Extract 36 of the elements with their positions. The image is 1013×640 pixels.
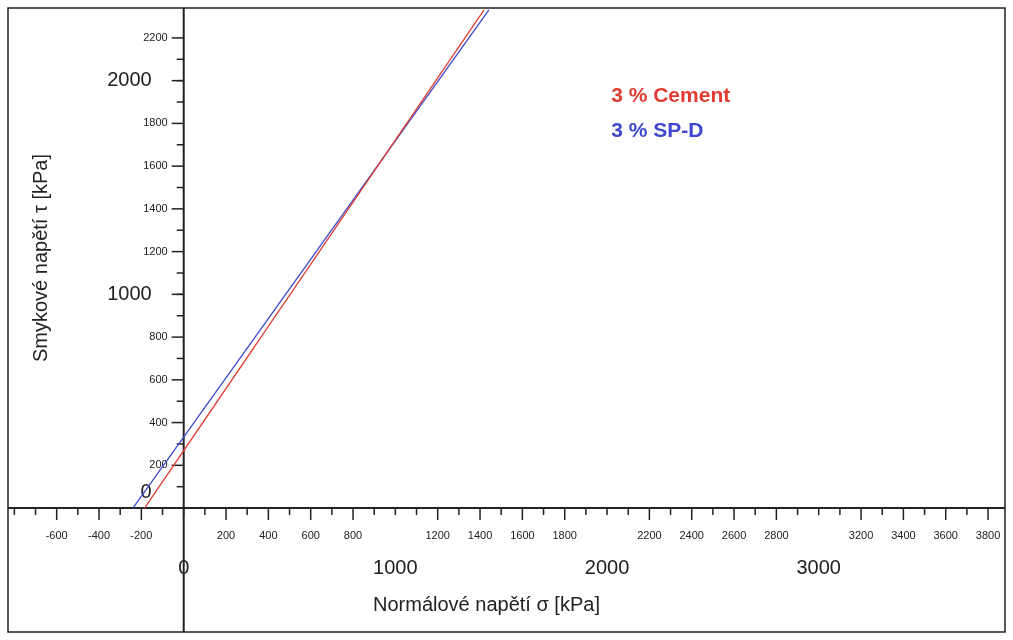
x-tick-label: -600 xyxy=(45,529,68,542)
y2-tick-label: 800 xyxy=(149,330,168,343)
x-tick-label: 800 xyxy=(343,529,363,542)
x-tick-label: -400 xyxy=(88,529,111,542)
x-tick-label: 3200 xyxy=(848,529,874,542)
x-tick-label: 1400 xyxy=(467,529,493,542)
y-tick-label: 1000 xyxy=(107,281,152,304)
x-tick-label: 2800 xyxy=(764,529,789,542)
text: 3 % Cement xyxy=(611,82,731,106)
y2-tick-label: 2200 xyxy=(143,30,168,43)
x-tick-label: 3400 xyxy=(891,529,916,542)
x2-tick-label: 3000 xyxy=(796,555,841,578)
x-tick-label: 200 xyxy=(216,529,236,542)
x2-tick-label: 2000 xyxy=(584,555,630,578)
y-axis-title: Smykové napětí τ [kPa] xyxy=(28,154,51,363)
text: 3 % SP-D xyxy=(611,117,704,141)
x-tick-label: 600 xyxy=(301,529,320,542)
x-tick-label: -200 xyxy=(130,529,153,542)
y2-tick-label: 1600 xyxy=(143,159,168,172)
x-tick-label: 1800 xyxy=(552,529,577,542)
x-tick-label: 3800 xyxy=(975,529,1001,542)
x-tick-label: 2600 xyxy=(721,529,747,542)
y2-tick-label: 400 xyxy=(149,415,168,428)
x-tick-label: 1600 xyxy=(510,529,535,542)
y2-tick-label: 600 xyxy=(149,372,168,385)
y2-tick-label: 1800 xyxy=(143,116,168,129)
y-tick-label: 2000 xyxy=(107,68,152,91)
x-axis-title: Normálové napětí σ [kPa] xyxy=(373,592,600,615)
x-tick-label: 2400 xyxy=(679,529,704,542)
x-tick-label: 1200 xyxy=(425,529,450,542)
x-tick-label: 3600 xyxy=(933,529,958,542)
y2-tick-label: 1400 xyxy=(143,201,168,214)
x-tick-label: 400 xyxy=(259,529,278,542)
y2-tick-label: 1200 xyxy=(143,244,168,257)
x-tick-label: 2200 xyxy=(637,529,662,542)
x2-tick-label: 1000 xyxy=(373,555,418,578)
